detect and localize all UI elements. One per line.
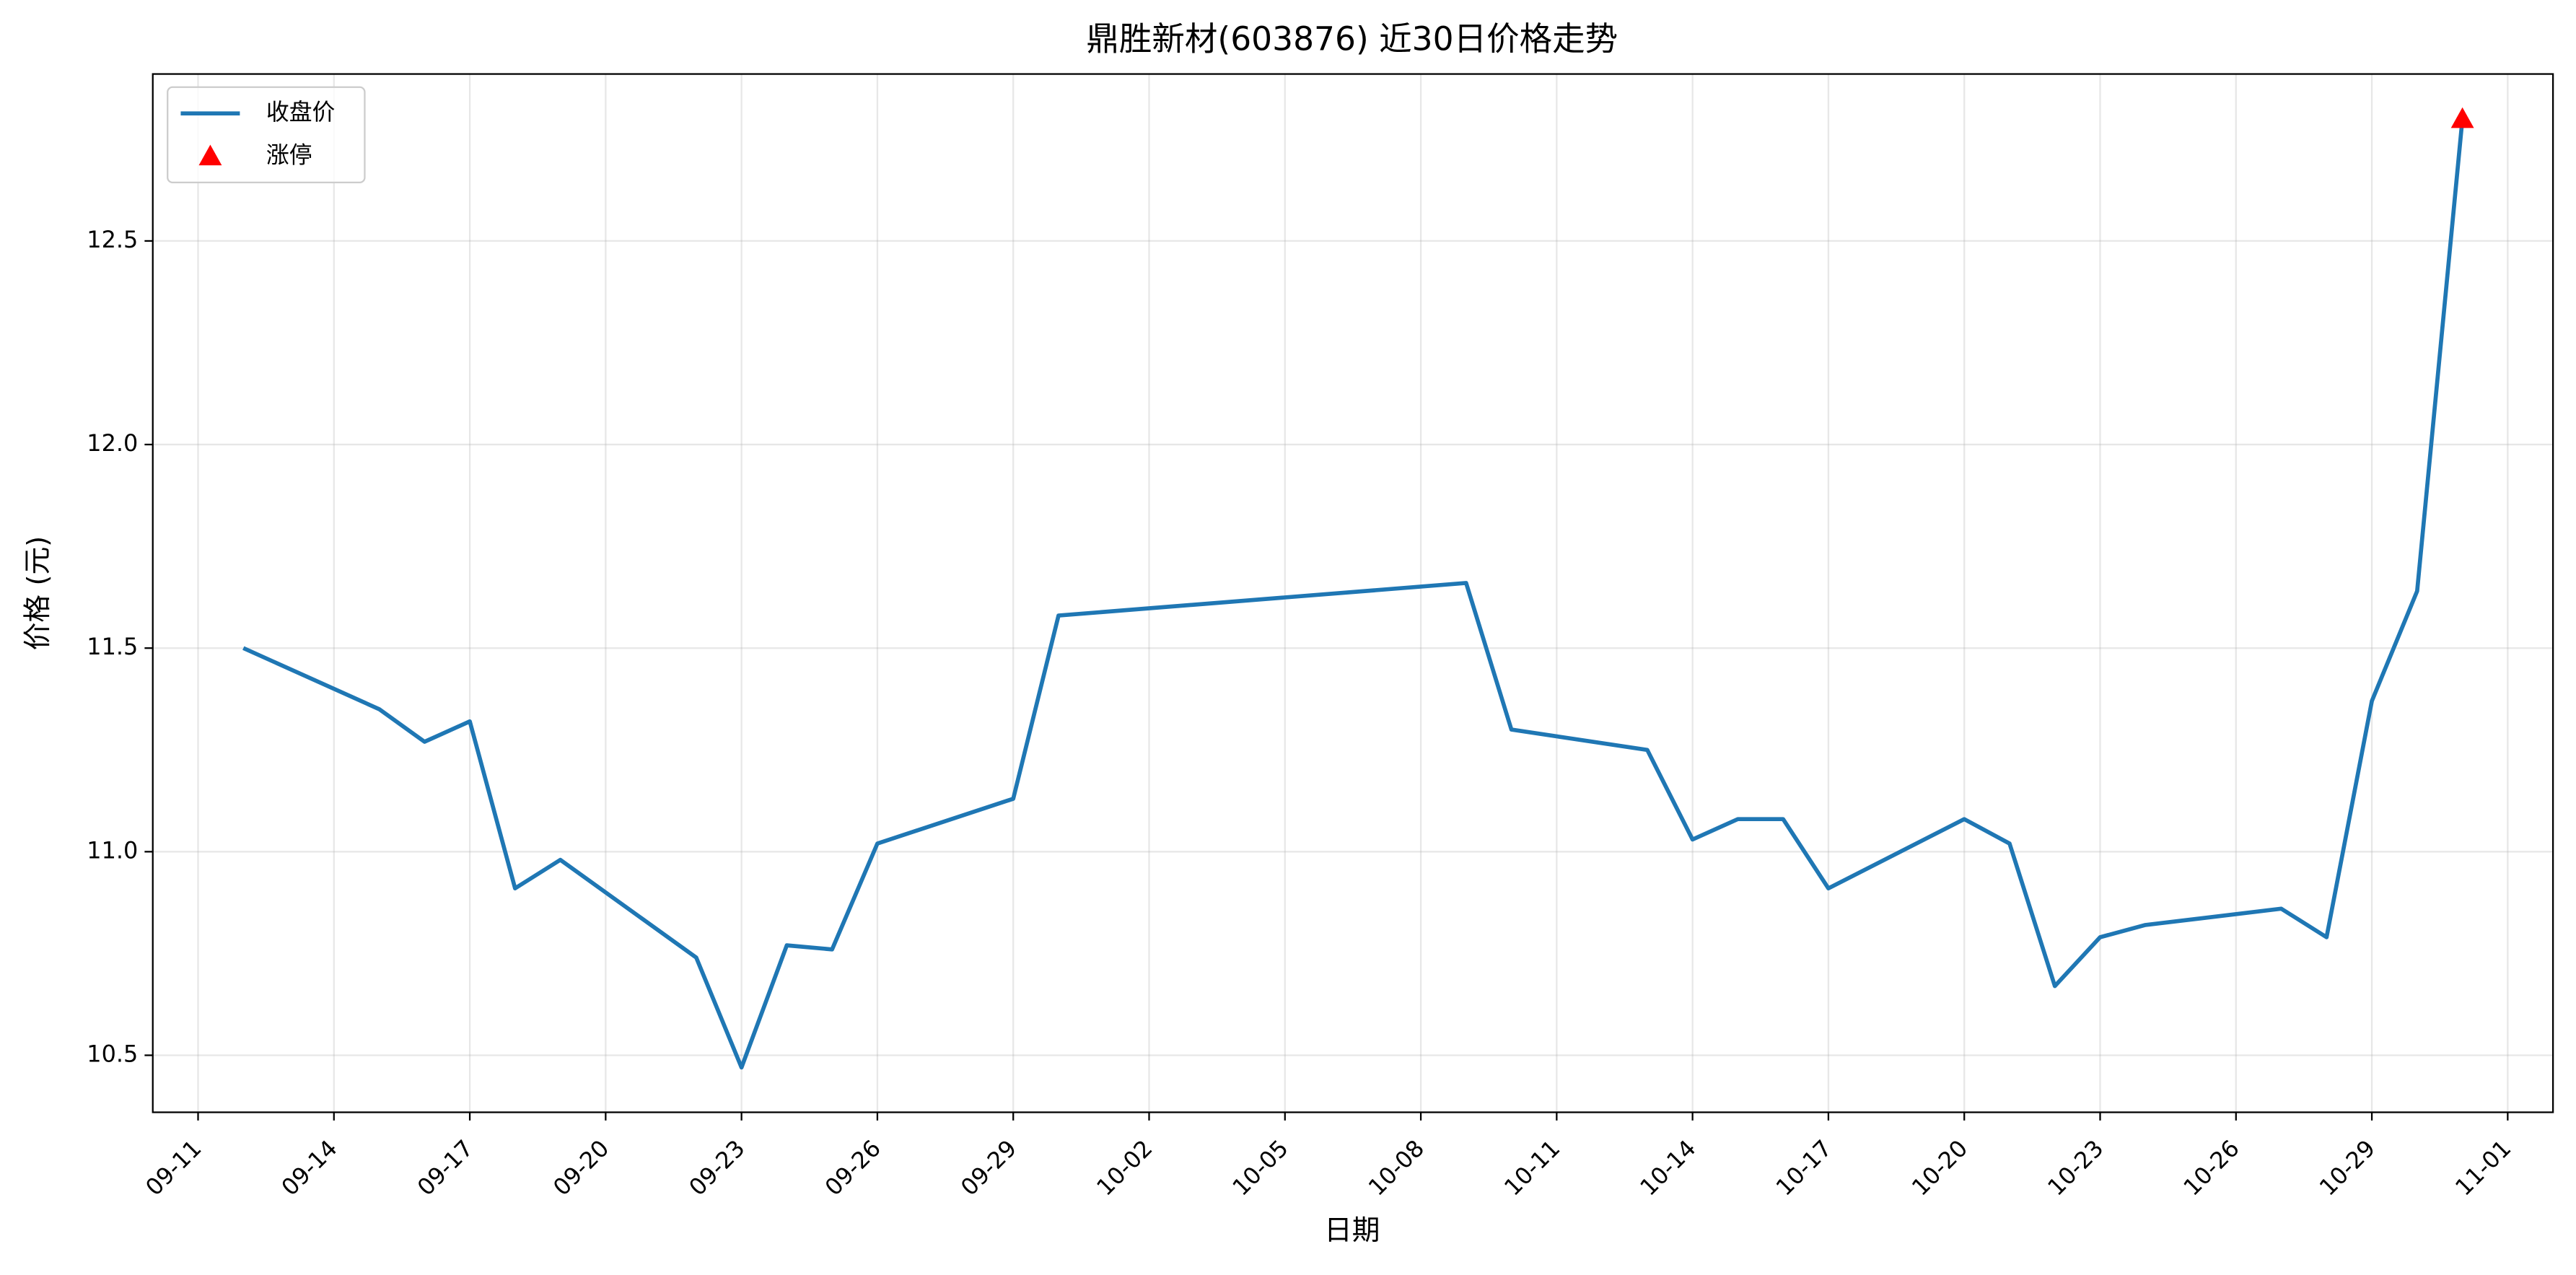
limit-up-marker xyxy=(2450,107,2474,128)
y-tick-label: 12.5 xyxy=(87,226,138,253)
x-axis-label: 日期 xyxy=(1324,1214,1380,1247)
chart-title: 鼎胜新材(603876) 近30日价格走势 xyxy=(1086,20,1618,58)
legend-label: 涨停 xyxy=(266,141,312,168)
plot-frame xyxy=(152,73,2554,1113)
y-tick-label: 11.5 xyxy=(87,633,138,660)
legend-label: 收盘价 xyxy=(266,98,336,126)
y-tick-label: 10.5 xyxy=(87,1040,138,1067)
y-axis-label: 价格 (元) xyxy=(22,536,54,651)
price-line xyxy=(242,118,2465,1070)
legend-marker xyxy=(198,144,222,166)
y-tick-label: 11.0 xyxy=(87,836,138,864)
y-tick-label: 12.0 xyxy=(87,429,138,457)
